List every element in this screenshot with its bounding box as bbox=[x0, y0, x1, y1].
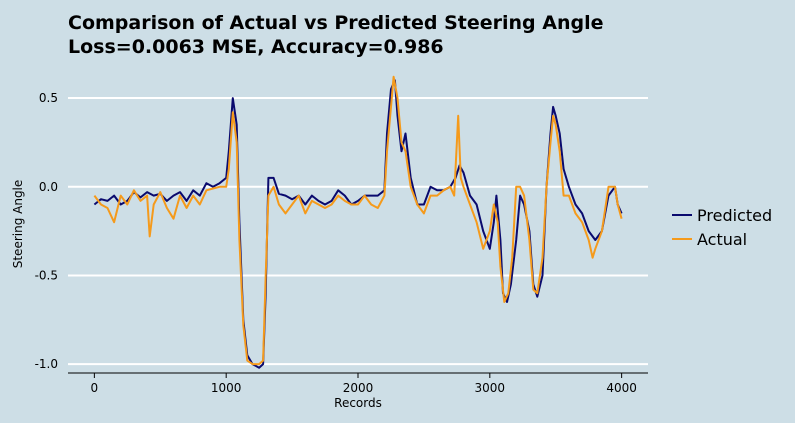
chart-title-line1: Comparison of Actual vs Predicted Steeri… bbox=[68, 12, 604, 34]
legend-label-predicted: Predicted bbox=[697, 206, 772, 225]
y-tick-label: -1.0 bbox=[35, 357, 58, 371]
tick-labels: 0.5 0.0 -0.5 -1.0 0 1000 2000 3000 4000 bbox=[35, 91, 637, 395]
x-tick-label: 4000 bbox=[606, 381, 637, 395]
x-tick-label: 0 bbox=[91, 381, 99, 395]
y-tick-label: -0.5 bbox=[35, 268, 58, 282]
legend: Predicted Actual bbox=[672, 206, 772, 249]
y-tick-label: 0.0 bbox=[39, 180, 58, 194]
x-tick-label: 2000 bbox=[343, 381, 374, 395]
series-line-actual bbox=[93, 75, 623, 366]
axes bbox=[68, 372, 648, 378]
x-axis-label: Records bbox=[334, 396, 382, 410]
legend-label-actual: Actual bbox=[697, 230, 747, 249]
x-tick-label: 1000 bbox=[211, 381, 242, 395]
series-line-predicted bbox=[93, 79, 623, 369]
x-tick-label: 3000 bbox=[475, 381, 506, 395]
series-lines bbox=[93, 75, 623, 369]
y-axis-label: Steering Angle bbox=[11, 180, 25, 269]
y-gridlines bbox=[68, 97, 648, 366]
chart-title: Comparison of Actual vs Predicted Steeri… bbox=[68, 11, 604, 59]
chart-title-line2: Loss=0.0063 MSE, Accuracy=0.986 bbox=[68, 36, 444, 58]
y-tick-label: 0.5 bbox=[39, 91, 58, 105]
